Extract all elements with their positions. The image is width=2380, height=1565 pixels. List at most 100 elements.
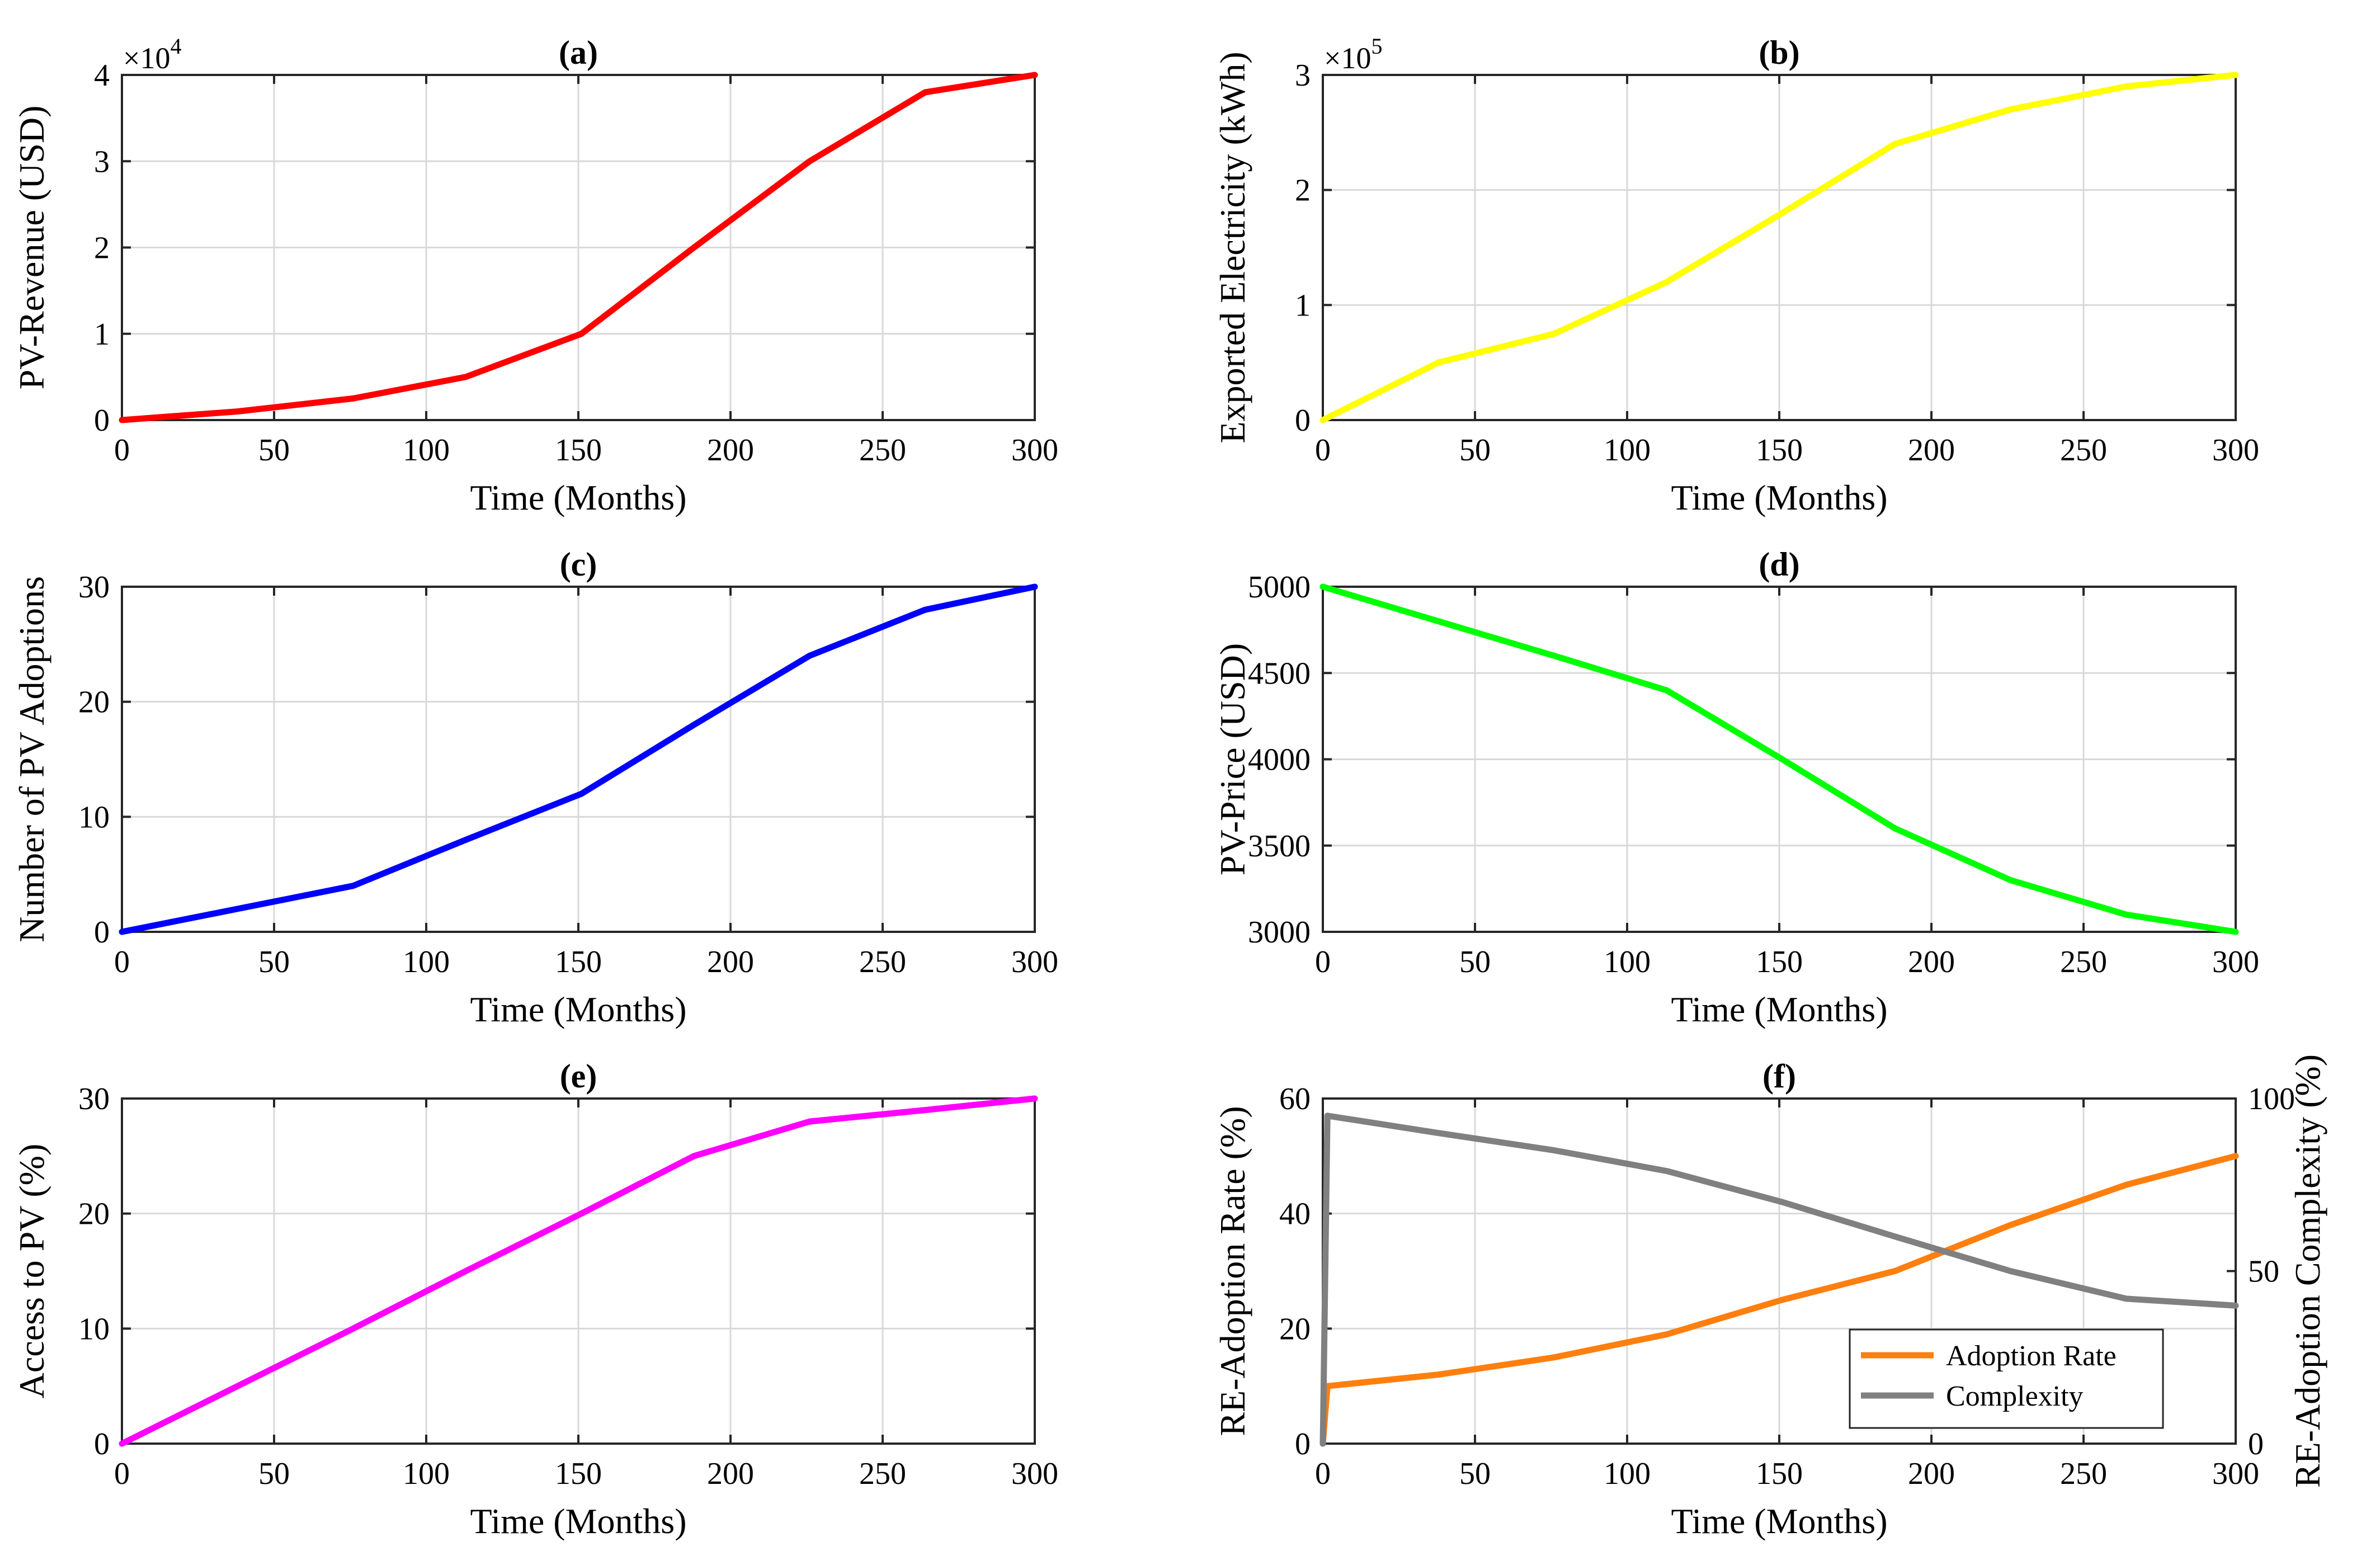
y-tick-label: 0 — [1295, 403, 1311, 438]
legend: Adoption Rate Complexity — [1849, 1328, 2164, 1429]
x-axis-label: Time (Months) — [1671, 1501, 1887, 1541]
y-tick-label: 3500 — [1248, 829, 1311, 864]
x-tick-label: 300 — [2212, 945, 2259, 979]
x-axis-label: Time (Months) — [470, 478, 686, 517]
series-line-access-to-pv — [119, 1095, 1038, 1447]
x-tick-label: 200 — [1908, 1456, 1955, 1491]
x-tick-label: 200 — [1908, 945, 1955, 979]
x-tick-label: 250 — [2060, 433, 2107, 468]
x-axis-label: Time (Months) — [470, 1501, 686, 1541]
series-line-pv-revenue — [119, 72, 1038, 423]
y-axis-label: Number of PV Adoptions — [12, 576, 51, 942]
panel-d: 0 50 100 150 200 250 300 3000 3500 4000 4500 5000 (d… — [1213, 546, 2259, 1029]
x-axis-label: Time (Months) — [1671, 989, 1887, 1029]
y-right-axis-label: RE-Adoption Complexity (%) — [2288, 1054, 2327, 1488]
x-tick-label: 300 — [2212, 1456, 2259, 1491]
panel-e: 0 50 100 150 200 250 300 0 10 20 30 (e) Time (Months… — [12, 1058, 1058, 1541]
x-tick-label: 200 — [707, 945, 754, 979]
y-tick-label: 0 — [94, 403, 110, 438]
x-tick-label: 250 — [859, 1456, 906, 1491]
x-tick-label: 50 — [258, 945, 290, 979]
x-tick-label: 250 — [859, 433, 906, 468]
y-tick-label: 5000 — [1248, 570, 1311, 605]
y-axis-label: RE-Adoption Rate (%) — [1213, 1106, 1252, 1436]
x-tick-label: 50 — [1459, 945, 1491, 979]
x-tick-label: 150 — [1756, 433, 1803, 468]
x-tick-label: 150 — [555, 1456, 602, 1491]
y-tick-label: 1 — [94, 317, 110, 352]
x-tick-label: 50 — [1459, 1456, 1491, 1491]
x-tick-label: 100 — [403, 945, 450, 979]
y-right-tick-label: 100 — [2248, 1082, 2295, 1116]
y-tick-label: 3 — [1295, 58, 1311, 93]
x-tick-label: 0 — [1315, 433, 1331, 468]
y-tick-label: 4 — [94, 58, 110, 93]
x-tick-label: 50 — [258, 1456, 290, 1491]
series-line-adoption-rate — [1319, 1153, 2239, 1447]
panel-title: (b) — [1759, 34, 1799, 71]
y-tick-label: 0 — [94, 915, 110, 950]
x-tick-label: 300 — [1011, 433, 1058, 468]
series-line-pv-price — [1319, 583, 2239, 935]
x-tick-label: 300 — [2212, 433, 2259, 468]
panel-title: (d) — [1759, 546, 1799, 583]
x-tick-label: 100 — [403, 433, 450, 468]
x-tick-label: 0 — [1315, 1456, 1331, 1491]
panel-title: (c) — [560, 546, 597, 583]
panel-title: (a) — [559, 34, 598, 71]
y-axis-label: PV-Revenue (USD) — [12, 106, 51, 390]
y-tick-label: 4500 — [1248, 656, 1311, 691]
y-tick-label: 20 — [1279, 1312, 1311, 1346]
y-tick-label: 20 — [78, 1197, 110, 1232]
legend-entry: Complexity — [1946, 1380, 2084, 1412]
y-tick-label: 2 — [94, 231, 110, 266]
x-tick-label: 150 — [555, 945, 602, 979]
y-tick-label: 30 — [78, 1082, 110, 1116]
x-tick-label: 0 — [114, 1456, 130, 1491]
x-tick-label: 250 — [2060, 945, 2107, 979]
y-axis-label: Access to PV (%) — [12, 1144, 51, 1399]
exponent-base: ×10 — [1324, 41, 1371, 75]
y-tick-label: 1 — [1295, 288, 1311, 323]
x-tick-label: 200 — [707, 433, 754, 468]
x-tick-label: 300 — [1011, 1456, 1058, 1491]
axis-exponent: ×105 — [1324, 34, 1382, 75]
x-tick-label: 200 — [707, 1456, 754, 1491]
x-tick-label: 0 — [114, 433, 130, 468]
y-right-tick-label: 50 — [2248, 1255, 2279, 1289]
panel-title: (e) — [560, 1058, 597, 1095]
x-axis-label: Time (Months) — [1671, 478, 1887, 517]
y-tick-label: 4000 — [1248, 743, 1311, 777]
y-tick-label: 30 — [78, 570, 110, 605]
panel-a: 0 50 100 150 200 250 300 0 1 2 3 4 ×104 (a) Time (Mont… — [12, 34, 1058, 517]
x-tick-label: 100 — [1604, 1456, 1651, 1491]
x-tick-label: 100 — [403, 1456, 450, 1491]
y-tick-label: 3 — [94, 144, 110, 179]
exponent-power: 5 — [1371, 34, 1382, 59]
x-tick-label: 150 — [555, 433, 602, 468]
x-tick-label: 50 — [258, 433, 290, 468]
series-line-pv-adoptions — [119, 583, 1038, 935]
y-tick-label: 2 — [1295, 173, 1311, 208]
panel-title: (f) — [1762, 1058, 1796, 1095]
y-tick-label: 0 — [1295, 1427, 1311, 1462]
axis-exponent: ×104 — [123, 34, 181, 75]
x-tick-label: 250 — [2060, 1456, 2107, 1491]
y-tick-label: 3000 — [1248, 915, 1311, 950]
x-tick-label: 200 — [1908, 433, 1955, 468]
y-tick-label: 40 — [1279, 1197, 1311, 1232]
x-tick-label: 250 — [859, 945, 906, 979]
y-tick-label: 10 — [78, 800, 110, 835]
legend-entry: Adoption Rate — [1946, 1340, 2117, 1372]
y-right-tick-label: 0 — [2248, 1427, 2264, 1462]
y-axis-label: PV-Price (USD) — [1213, 643, 1252, 875]
series-line-exported-electricity — [1319, 72, 2239, 423]
x-tick-label: 150 — [1756, 945, 1803, 979]
panel-b: 0 50 100 150 200 250 300 0 1 2 3 ×105 (b) Time (Month… — [1213, 34, 2259, 517]
x-tick-label: 0 — [114, 945, 130, 979]
panel-c: 0 50 100 150 200 250 300 0 10 20 30 (c) Time (Months… — [12, 546, 1058, 1029]
x-tick-label: 150 — [1756, 1456, 1803, 1491]
x-tick-label: 50 — [1459, 433, 1491, 468]
y-tick-label: 10 — [78, 1312, 110, 1346]
